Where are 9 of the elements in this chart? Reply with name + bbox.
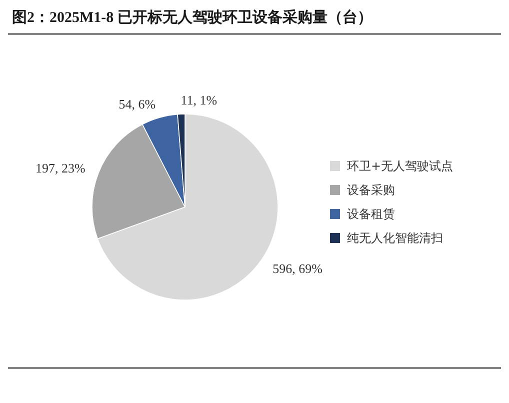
data-label: 11, 1% bbox=[180, 92, 218, 108]
data-label: 596, 69% bbox=[272, 260, 323, 276]
data-label: 54, 6% bbox=[118, 96, 156, 112]
legend-label: 纯无人化智能清扫 bbox=[347, 231, 443, 246]
data-label: 197, 23% bbox=[36, 160, 86, 176]
legend-label: 环卫+无人驾驶试点 bbox=[347, 159, 454, 174]
chart-title: 图2：2025M1-8 已开标无人驾驶环卫设备采购量（台） bbox=[12, 9, 372, 26]
legend-label: 设备租赁 bbox=[347, 207, 395, 222]
legend-label: 设备采购 bbox=[347, 183, 395, 198]
